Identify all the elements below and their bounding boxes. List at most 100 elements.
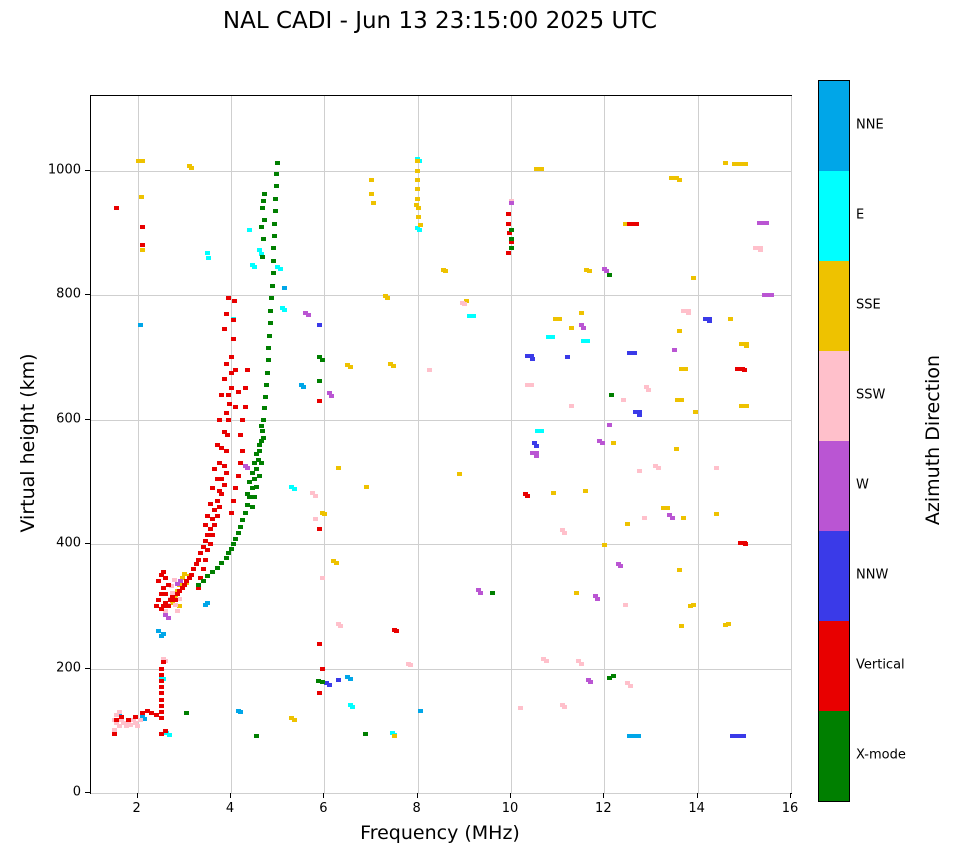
data-point-x-mode	[508, 246, 514, 251]
data-point-sse	[625, 522, 631, 527]
data-point-vertical	[233, 486, 239, 491]
data-point-vertical	[240, 417, 246, 422]
data-point-x-mode	[247, 479, 253, 484]
data-point-x-mode	[256, 442, 262, 447]
data-point-vertical	[202, 538, 208, 543]
data-point-vertical	[233, 405, 239, 410]
data-point-vertical	[317, 398, 323, 403]
data-point-x-mode	[254, 451, 260, 456]
data-point-vertical	[394, 629, 400, 634]
colorbar-title: Azimuth Direction	[922, 354, 944, 526]
data-point-vertical	[159, 703, 165, 708]
data-point-x-mode	[260, 428, 266, 433]
gridline-horizontal	[91, 793, 791, 794]
x-tick-mark	[323, 793, 325, 798]
data-point-nnw	[632, 410, 642, 415]
data-point-vertical	[209, 532, 215, 537]
x-tick-label: 2	[132, 801, 141, 816]
data-point-vertical	[200, 545, 206, 550]
data-point-ssw	[461, 301, 467, 306]
data-point-sse	[390, 364, 396, 369]
data-point-x-mode	[271, 234, 277, 239]
data-point-ssw	[114, 712, 120, 717]
data-point-sse	[188, 165, 194, 170]
data-point-x-mode	[608, 392, 614, 397]
data-point-vertical	[240, 448, 246, 453]
data-point-w	[478, 590, 484, 595]
data-point-ssw	[625, 681, 631, 686]
data-point-x-mode	[489, 590, 495, 595]
data-point-vertical	[226, 392, 232, 397]
x-tick-label: 16	[781, 801, 799, 816]
x-tick-mark	[416, 793, 418, 798]
data-point-w	[244, 466, 250, 471]
data-point-x-mode	[263, 395, 269, 400]
data-point-nne	[158, 634, 164, 639]
data-point-nnw	[627, 351, 638, 356]
data-point-sse	[690, 603, 696, 608]
data-point-nnw	[702, 316, 712, 321]
data-point-e	[279, 305, 285, 310]
data-point-vertical	[186, 576, 192, 581]
data-point-x-mode	[271, 246, 277, 251]
data-point-x-mode	[255, 458, 261, 463]
data-point-nnw	[730, 733, 745, 738]
data-point-sse	[415, 196, 421, 201]
data-point-x-mode	[273, 196, 279, 201]
data-point-ssw	[121, 721, 127, 726]
colorbar-label-ssw: SSW	[856, 387, 886, 403]
y-tick-label: 400	[56, 535, 81, 551]
data-point-sse	[417, 223, 423, 228]
data-point-vertical	[221, 377, 227, 382]
data-point-ssw	[163, 609, 169, 614]
gridline-horizontal	[91, 544, 791, 546]
data-point-vertical	[209, 486, 215, 491]
data-point-ssw	[543, 659, 549, 664]
x-tick-mark	[510, 793, 511, 798]
data-point-ssw	[627, 683, 633, 688]
x-axis-label: Frequency (MHz)	[360, 822, 520, 844]
data-point-vertical	[207, 542, 213, 547]
data-point-vertical	[139, 711, 145, 716]
data-point-x-mode	[319, 358, 325, 363]
data-point-w	[326, 391, 332, 396]
data-point-vertical	[741, 367, 747, 372]
data-point-vertical	[200, 566, 206, 571]
data-point-ssw	[753, 245, 764, 250]
data-point-x-mode	[260, 206, 266, 211]
data-point-vertical	[317, 526, 323, 531]
data-point-x-mode	[226, 551, 232, 556]
gridline-vertical	[791, 96, 792, 793]
colorbar-label-w: W	[856, 477, 869, 493]
data-point-vertical	[191, 566, 197, 571]
plot-area	[90, 95, 792, 794]
y-tick-label: 1000	[47, 162, 81, 178]
data-point-vertical	[158, 731, 164, 736]
y-axis-label: Virtual height (km)	[17, 353, 39, 533]
data-point-sse	[177, 604, 183, 609]
data-point-vertical	[228, 510, 234, 515]
data-point-x-mode	[264, 370, 270, 375]
data-point-sse	[690, 275, 696, 280]
data-point-ssw	[758, 248, 764, 253]
data-point-vertical	[181, 582, 187, 587]
data-point-vertical	[158, 607, 164, 612]
colorbar-segment-sse	[819, 261, 849, 351]
data-point-sse	[416, 206, 422, 211]
data-point-sse	[739, 403, 750, 408]
data-point-vertical	[159, 691, 165, 696]
data-point-e	[466, 314, 476, 319]
data-point-vertical	[160, 660, 166, 665]
data-point-x-mode	[251, 495, 257, 500]
data-point-x-mode	[249, 470, 255, 475]
data-point-x-mode	[184, 711, 190, 716]
data-point-vertical	[216, 461, 222, 466]
data-point-vertical	[118, 715, 124, 720]
data-point-vertical	[232, 299, 238, 304]
data-point-ssw	[114, 721, 120, 726]
data-point-sse	[674, 447, 680, 452]
data-point-sse	[416, 215, 422, 220]
data-point-ssw	[335, 621, 341, 626]
data-point-x-mode	[209, 570, 215, 575]
data-point-ssw	[408, 663, 414, 668]
